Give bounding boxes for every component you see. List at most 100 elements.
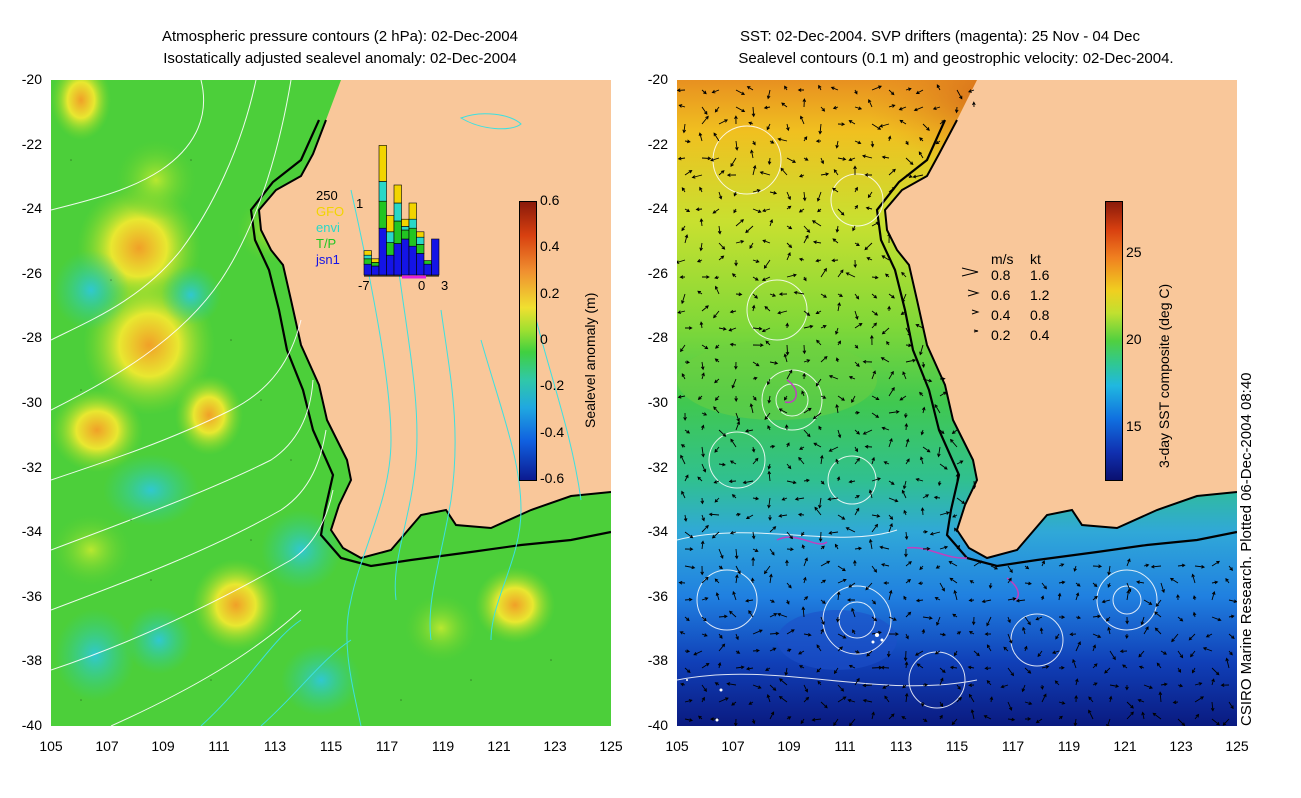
velocity-arrow (870, 140, 875, 148)
velocity-arrow (749, 403, 754, 414)
velocity-arrow (848, 582, 856, 588)
velocity-arrow (837, 122, 846, 127)
velocity-arrow (799, 115, 805, 125)
velocity-arrow (701, 514, 705, 522)
velocity-arrow (904, 661, 909, 669)
velocity-arrow (786, 582, 792, 589)
velocity-arrow (718, 255, 725, 261)
velocity-arrow (1143, 684, 1153, 689)
velocity-arrow (1143, 599, 1153, 605)
velocity-arrow (1092, 633, 1102, 638)
colorbar-tick: 25 (1126, 244, 1142, 261)
velocity-arrow (734, 361, 738, 370)
velocity-arrow (939, 667, 946, 674)
velocity-arrow (848, 479, 856, 484)
velocity-arrow (815, 139, 822, 143)
velocity-arrow (904, 531, 909, 540)
histogram-bar-segment (408, 245, 417, 276)
velocity-arrow (731, 378, 737, 389)
y-axis-label: -36 (21, 587, 42, 604)
velocity-arrow (968, 598, 975, 603)
histogram-bar-segment (363, 250, 372, 256)
velocity-arrow (905, 561, 912, 567)
velocity-arrow (853, 165, 857, 175)
y-axis-label: -20 (21, 71, 42, 87)
velocity-arrow (916, 663, 924, 669)
velocity-arrow (812, 240, 822, 244)
histogram-bar-segment (393, 202, 402, 222)
velocity-arrow (1211, 616, 1222, 622)
velocity-arrow (803, 407, 812, 414)
velocity-arrow (820, 172, 830, 176)
velocity-arrow (714, 275, 720, 280)
x-axis-label: 111 (834, 738, 856, 754)
velocity-arrow (820, 325, 827, 329)
x-axis-label: 119 (1057, 738, 1081, 754)
velocity-arrow (752, 648, 760, 653)
svp-drifter-tracks (776, 379, 1019, 601)
velocity-arrow (833, 718, 839, 726)
velocity-arrow (828, 374, 839, 380)
velocity-arrow (813, 442, 822, 448)
velocity-arrow (701, 89, 707, 95)
velocity-arrow (701, 446, 705, 458)
arrow-0.2 (973, 329, 979, 333)
velocity-arrow (939, 677, 944, 686)
histogram-bar-segment (401, 229, 410, 240)
velocity-arrow (912, 174, 924, 179)
velocity-arrow (1040, 684, 1045, 690)
data-dots (70, 159, 552, 701)
velocity-arrow (778, 292, 788, 296)
velocity-arrow (731, 494, 737, 499)
velocity-arrow (798, 665, 805, 669)
velocity-arrow (752, 293, 758, 299)
velocity-arrow (1202, 647, 1213, 652)
velocity-arrow (678, 580, 686, 585)
velocity-arrow (820, 106, 826, 112)
velocity-arrow (1154, 627, 1162, 635)
velocity-arrow (801, 606, 806, 618)
velocity-arrow (1122, 664, 1128, 669)
velocity-arrow (1003, 646, 1009, 652)
velocity-arrow (1088, 709, 1094, 720)
velocity-arrow (712, 208, 720, 214)
velocity-arrow (922, 446, 931, 453)
velocity-arrow (816, 191, 822, 202)
velocity-arrow (871, 456, 875, 465)
velocity-legend-header-kt: kt (1030, 251, 1041, 267)
velocity-arrow (1228, 633, 1235, 640)
velocity-arrow (922, 530, 929, 534)
velocity-arrow (752, 164, 757, 176)
velocity-arrow (1041, 665, 1050, 669)
velocity-arrow (837, 208, 845, 216)
velocity-arrow (786, 547, 794, 552)
velocity-arrow (1092, 644, 1097, 652)
hist-sat-jsn1: jsn1 (316, 252, 340, 267)
velocity-arrow (871, 123, 882, 130)
velocity-arrow (934, 403, 941, 414)
velocity-arrow (904, 548, 908, 558)
sealevel-anomaly-map[interactable] (51, 80, 611, 726)
velocity-arrow (939, 714, 943, 720)
velocity-arrow (700, 361, 705, 371)
velocity-arrow (1035, 718, 1043, 724)
histogram-bar-segment (408, 202, 417, 220)
velocity-arrow (811, 718, 822, 722)
velocity-arrow (935, 565, 941, 569)
histogram-bar-segment (401, 218, 410, 227)
velocity-arrow (711, 531, 720, 539)
velocity-arrow (681, 373, 686, 380)
velocity-arrow (684, 208, 691, 212)
velocity-arrow (971, 616, 976, 626)
sst-map[interactable] (677, 80, 1237, 726)
velocity-arrow (752, 684, 762, 689)
velocity-arrow (1057, 592, 1062, 601)
histogram-bar-segment (423, 263, 432, 276)
velocity-legend-kt: 0.8 (1030, 307, 1050, 323)
velocity-arrow (956, 460, 964, 465)
velocity-arrow (854, 457, 860, 465)
velocity-arrow (803, 557, 808, 567)
velocity-arrow (871, 293, 878, 299)
velocity-arrow (913, 106, 924, 112)
velocity-arrow (1222, 718, 1230, 726)
